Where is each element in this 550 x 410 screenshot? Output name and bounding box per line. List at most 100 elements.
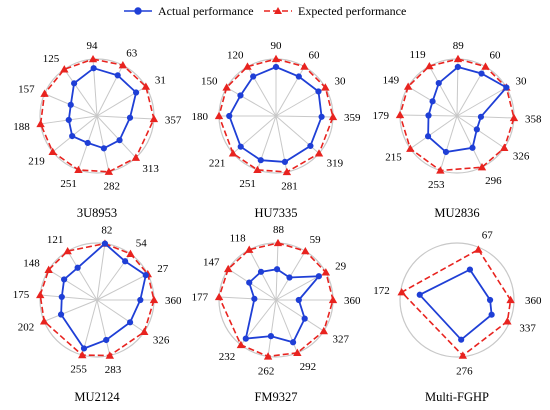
angle-tick-label: 60 <box>490 50 502 62</box>
radar-panel: 90 60 30 359 319 281 251 221 180 150 120 HU7335 <box>192 40 362 220</box>
expected-series-line <box>39 58 155 173</box>
actual-point <box>100 145 107 152</box>
angle-tick-label: 31 <box>155 74 166 86</box>
expected-point <box>321 83 330 91</box>
angle-tick-label: 319 <box>327 158 344 170</box>
grid-spoke <box>96 243 106 301</box>
angle-tick-label: 30 <box>335 76 347 88</box>
actual-point <box>251 295 258 302</box>
actual-point <box>477 113 485 120</box>
angle-tick-label: 221 <box>209 158 226 170</box>
actual-point <box>301 315 308 322</box>
grid-spoke <box>439 115 458 171</box>
angle-tick-label: 327 <box>333 334 350 346</box>
angle-tick-label: 82 <box>101 225 112 237</box>
angle-tick-label: 148 <box>23 257 40 269</box>
actual-series-line <box>427 66 508 153</box>
actual-point <box>435 79 442 87</box>
actual-point <box>454 63 461 71</box>
actual-point <box>84 139 91 147</box>
angle-tick-label: 326 <box>153 335 170 347</box>
actual-point <box>318 113 325 120</box>
grid-spoke <box>63 69 98 117</box>
actual-point <box>424 133 432 140</box>
grid-spoke <box>96 299 145 333</box>
panel-title: 3U8953 <box>77 206 117 220</box>
expected-point <box>141 82 151 90</box>
angle-tick-label: 157 <box>18 83 35 95</box>
angle-tick-label: 281 <box>281 181 298 193</box>
angle-tick-label: 125 <box>43 53 60 65</box>
actual-point <box>103 336 110 344</box>
angle-tick-label: 27 <box>157 263 169 275</box>
expected-point <box>118 61 128 69</box>
angle-tick-label: 59 <box>310 234 322 246</box>
actual-point <box>272 63 280 71</box>
expected-series-line <box>399 58 515 172</box>
actual-point <box>281 158 289 165</box>
actual-point <box>466 266 474 273</box>
actual-point <box>57 311 65 318</box>
angle-tick-label: 29 <box>335 261 347 273</box>
expected-point <box>36 290 45 299</box>
angle-tick-label: 215 <box>385 152 402 164</box>
legend-expected-marker <box>274 7 282 14</box>
grid-spoke <box>43 299 98 322</box>
panel-title: MU2124 <box>74 390 120 404</box>
actual-point <box>478 70 485 77</box>
angle-tick-label: 255 <box>70 364 87 376</box>
legend-actual-marker <box>134 7 142 15</box>
actual-point <box>80 345 88 352</box>
expected-point <box>131 153 141 161</box>
angle-tick-label: 89 <box>453 40 465 52</box>
actual-point <box>289 339 297 346</box>
angle-tick-label: 337 <box>519 323 536 335</box>
expected-point <box>236 340 246 349</box>
legend-expected-label: Expected performance <box>298 4 406 18</box>
expected-point <box>78 350 87 359</box>
actual-point <box>126 319 134 326</box>
expected-point <box>263 352 273 360</box>
expected-point <box>63 246 72 255</box>
actual-point <box>416 291 423 298</box>
expected-point <box>503 317 512 325</box>
actual-point <box>429 98 436 105</box>
actual-point <box>473 126 480 133</box>
actual-point <box>295 296 302 304</box>
angle-tick-label: 360 <box>165 295 182 307</box>
legend: Actual performance Expected performance <box>124 4 406 18</box>
expected-point <box>319 326 329 335</box>
actual-point <box>65 116 72 124</box>
expected-point <box>228 149 238 157</box>
angle-tick-label: 147 <box>203 256 220 268</box>
angle-tick-label: 232 <box>219 351 236 363</box>
expected-point <box>253 165 262 174</box>
angle-tick-label: 179 <box>373 110 390 122</box>
actual-point <box>242 335 249 342</box>
expected-series-line <box>400 248 512 357</box>
actual-series-line <box>418 268 493 341</box>
expected-point <box>104 167 114 175</box>
actual-point <box>425 112 432 119</box>
grid-spoke <box>96 115 137 159</box>
expected-point <box>149 114 159 123</box>
angle-tick-label: 360 <box>525 295 542 307</box>
actual-point <box>442 148 450 156</box>
angle-tick-label: 149 <box>383 74 400 86</box>
expected-point <box>74 165 83 174</box>
angle-tick-label: 359 <box>344 112 361 124</box>
expected-point <box>140 327 149 336</box>
angle-tick-label: 296 <box>485 175 502 187</box>
actual-point <box>132 89 140 96</box>
angle-tick-label: 54 <box>136 238 148 250</box>
expected-point <box>509 113 519 122</box>
panel-title: Multi-FGHP <box>425 390 489 404</box>
angle-tick-label: 67 <box>482 230 494 242</box>
angle-tick-label: 175 <box>13 289 30 301</box>
radar-panel: 67 360 337 276 172 Multi-FGHP <box>373 230 542 404</box>
actual-series-line <box>60 242 147 350</box>
angle-tick-label: 150 <box>201 76 218 88</box>
panel-title: MU2836 <box>434 206 479 220</box>
grid-circle <box>399 242 515 358</box>
legend-actual-label: Actual performance <box>158 4 254 18</box>
